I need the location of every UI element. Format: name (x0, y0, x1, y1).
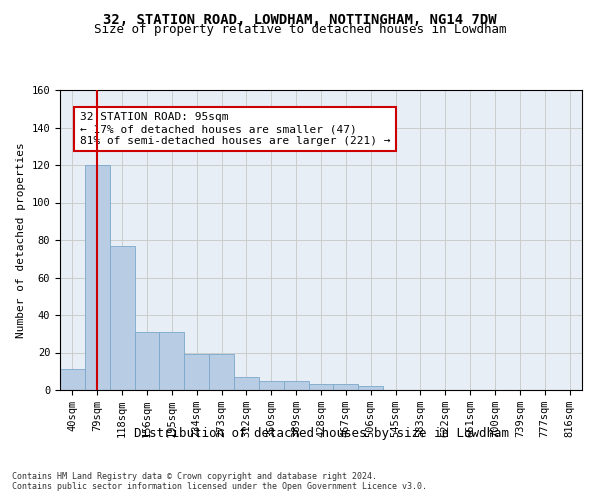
Bar (358, 386, 383, 390)
Text: Distribution of detached houses by size in Lowdham: Distribution of detached houses by size … (133, 428, 509, 440)
Bar (308, 384, 334, 390)
Text: Contains public sector information licensed under the Open Government Licence v3: Contains public sector information licen… (12, 482, 427, 491)
Bar (234, 377, 259, 390)
Bar (259, 380, 284, 390)
Bar (110, 246, 134, 390)
Bar (85, 165, 110, 390)
Bar (334, 384, 358, 390)
Text: Size of property relative to detached houses in Lowdham: Size of property relative to detached ho… (94, 24, 506, 36)
Bar (209, 354, 234, 390)
Bar (284, 380, 308, 390)
Bar (134, 332, 160, 390)
Bar (184, 354, 209, 390)
Bar (160, 332, 184, 390)
Bar (60, 370, 85, 390)
Text: 32 STATION ROAD: 95sqm
← 17% of detached houses are smaller (47)
81% of semi-det: 32 STATION ROAD: 95sqm ← 17% of detached… (80, 112, 391, 146)
Text: Contains HM Land Registry data © Crown copyright and database right 2024.: Contains HM Land Registry data © Crown c… (12, 472, 377, 481)
Text: 32, STATION ROAD, LOWDHAM, NOTTINGHAM, NG14 7DW: 32, STATION ROAD, LOWDHAM, NOTTINGHAM, N… (103, 12, 497, 26)
Y-axis label: Number of detached properties: Number of detached properties (16, 142, 26, 338)
